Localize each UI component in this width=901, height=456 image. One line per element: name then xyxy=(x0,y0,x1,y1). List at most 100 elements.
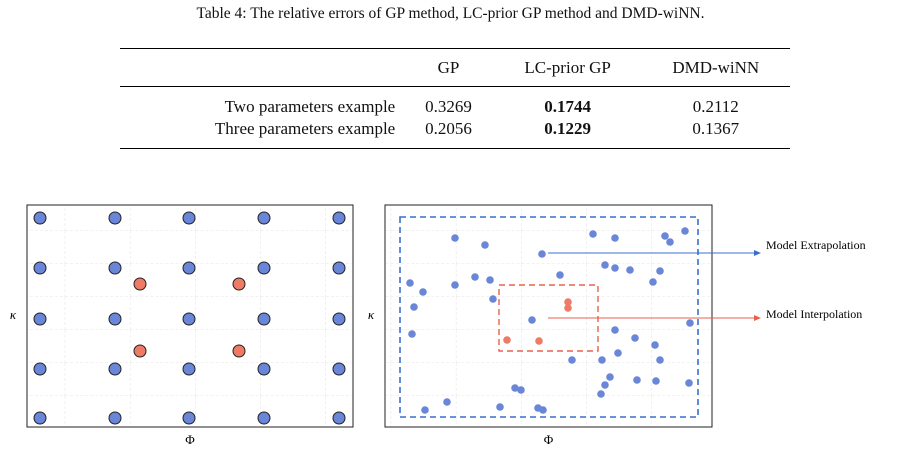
data-point xyxy=(528,316,536,324)
data-point xyxy=(332,411,346,425)
data-point xyxy=(257,362,271,376)
data-point xyxy=(606,373,614,381)
data-point xyxy=(685,379,693,387)
y-axis-label: κ xyxy=(368,307,375,322)
x-axis-label: Φ xyxy=(185,432,195,447)
data-point xyxy=(108,312,122,326)
annotation: Model Interpolation xyxy=(766,307,862,321)
data-point xyxy=(503,336,511,344)
data-point xyxy=(661,232,669,240)
data-point xyxy=(556,271,564,279)
data-point xyxy=(611,234,619,242)
table-caption: Table 4: The relative errors of GP metho… xyxy=(196,5,705,22)
row-label: Three parameters example xyxy=(214,119,396,138)
data-point xyxy=(538,250,546,258)
data-point xyxy=(33,411,47,425)
data-point xyxy=(257,312,271,326)
data-point xyxy=(108,211,122,225)
cell: 0.1229 xyxy=(544,119,591,138)
data-point xyxy=(652,377,660,385)
cell: 0.2112 xyxy=(692,97,739,116)
data-point xyxy=(564,298,572,306)
x-axis-label: Φ xyxy=(544,432,554,447)
data-point xyxy=(568,356,576,364)
data-point xyxy=(564,304,572,312)
data-point xyxy=(651,341,659,349)
data-point xyxy=(511,384,519,392)
cell: 0.2056 xyxy=(425,119,472,138)
data-point xyxy=(406,279,414,287)
header-row: GP LC-prior GP DMD-wiNN xyxy=(120,48,790,87)
annotation: Model Extrapolation xyxy=(766,238,866,252)
plot-frame xyxy=(384,204,713,428)
data-point xyxy=(108,362,122,376)
data-point xyxy=(182,211,196,225)
data-point xyxy=(33,312,47,326)
data-point xyxy=(421,406,429,414)
data-point xyxy=(686,319,694,327)
data-point xyxy=(232,344,246,358)
data-point xyxy=(33,261,47,275)
data-point xyxy=(611,264,619,272)
data-point xyxy=(471,273,479,281)
data-point xyxy=(589,230,597,238)
cell: 0.3269 xyxy=(425,97,472,116)
data-point xyxy=(481,241,489,249)
row-label: Two parameters example xyxy=(224,97,396,116)
y-axis-label: κ xyxy=(10,307,17,322)
data-point xyxy=(133,344,147,358)
data-point xyxy=(182,411,196,425)
data-point xyxy=(33,211,47,225)
data-point xyxy=(611,326,619,334)
extrapolation-region xyxy=(399,216,699,418)
data-point xyxy=(649,278,657,286)
data-point xyxy=(601,381,609,389)
data-point xyxy=(257,261,271,275)
table-row: Two parameters example 0.3269 0.1744 0.2… xyxy=(120,87,790,119)
data-point xyxy=(656,356,664,364)
header-cell: LC-prior GP xyxy=(524,58,611,77)
data-point xyxy=(666,238,674,246)
data-point xyxy=(232,277,246,291)
data-point xyxy=(486,276,494,284)
data-point xyxy=(108,261,122,275)
data-point xyxy=(633,376,641,384)
data-point xyxy=(614,349,622,357)
data-point xyxy=(419,288,427,296)
data-point xyxy=(182,362,196,376)
data-point xyxy=(681,227,689,235)
data-point xyxy=(257,211,271,225)
table-row: Three parameters example 0.2056 0.1229 0… xyxy=(120,118,790,149)
data-point xyxy=(626,266,634,274)
data-point xyxy=(182,312,196,326)
data-point xyxy=(108,411,122,425)
data-point xyxy=(332,211,346,225)
data-point xyxy=(656,267,664,275)
data-point xyxy=(539,406,547,414)
data-point xyxy=(443,398,451,406)
header-cell: GP xyxy=(437,58,460,77)
data-point xyxy=(257,411,271,425)
data-point xyxy=(517,386,525,394)
data-point xyxy=(598,356,606,364)
cell: 0.1367 xyxy=(692,119,740,138)
data-point xyxy=(133,277,147,291)
data-point xyxy=(601,261,609,269)
data-point xyxy=(410,303,418,311)
results-table: GP LC-prior GP DMD-wiNN Two parameters e… xyxy=(120,48,790,149)
cell: 0.1744 xyxy=(544,97,591,116)
data-point xyxy=(631,334,639,342)
data-point xyxy=(597,390,605,398)
data-point xyxy=(451,234,459,242)
data-point xyxy=(489,295,497,303)
data-point xyxy=(332,312,346,326)
data-point xyxy=(332,261,346,275)
data-point xyxy=(408,330,416,338)
data-point xyxy=(451,281,459,289)
data-point xyxy=(535,337,543,345)
header-cell: DMD-wiNN xyxy=(672,58,760,77)
data-point xyxy=(182,261,196,275)
data-point xyxy=(33,362,47,376)
